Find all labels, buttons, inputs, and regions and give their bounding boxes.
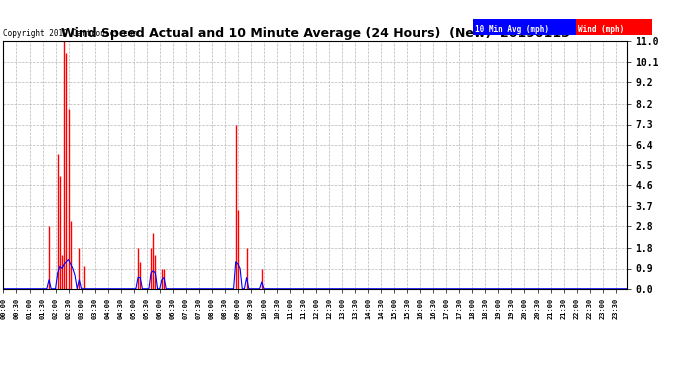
Title: Wind Speed Actual and 10 Minute Average (24 Hours)  (New)  20190113: Wind Speed Actual and 10 Minute Average … [61,27,569,40]
Text: Copyright 2019 Cartronics.com: Copyright 2019 Cartronics.com [3,28,137,38]
Text: Wind (mph): Wind (mph) [578,24,624,33]
Text: 10 Min Avg (mph): 10 Min Avg (mph) [475,24,549,33]
